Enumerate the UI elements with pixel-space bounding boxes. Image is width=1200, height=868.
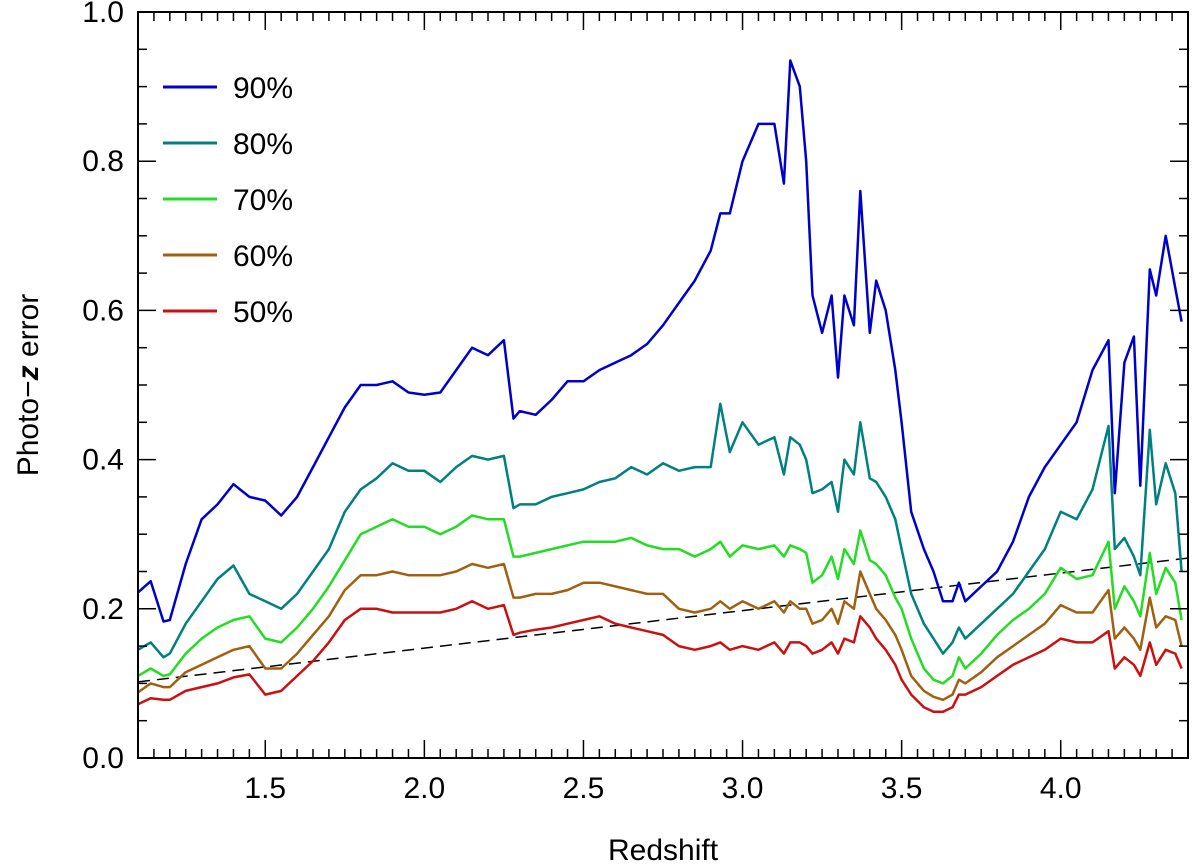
y-axis-title-part: Photo− xyxy=(12,380,45,476)
series-line-80pct xyxy=(138,402,1183,659)
x-tick-label: 2.0 xyxy=(404,772,446,805)
series-line-90pct xyxy=(138,59,1183,623)
y-axis-title-part: error xyxy=(12,294,45,366)
legend-label-80pct: 80% xyxy=(233,128,293,161)
series-line-50pct xyxy=(138,600,1183,713)
y-tick-label: 1.0 xyxy=(82,0,124,29)
legend: 90% 80% 70% 60% 50% xyxy=(163,72,293,329)
series-line-60pct xyxy=(138,562,1183,702)
x-axis-title: Redshift xyxy=(608,834,719,867)
y-tick-label: 0.4 xyxy=(82,444,124,477)
y-tick-label: 0.6 xyxy=(82,294,124,327)
series-line-70pct xyxy=(138,514,1183,685)
x-tick-label: 2.5 xyxy=(563,772,605,805)
y-tick-label: 0.2 xyxy=(82,593,124,626)
legend-label-90pct: 90% xyxy=(233,72,293,105)
legend-label-60pct: 60% xyxy=(233,240,293,273)
legend-label-50pct: 50% xyxy=(233,296,293,329)
legend-label-70pct: 70% xyxy=(233,184,293,217)
x-tick-label: 3.0 xyxy=(722,772,764,805)
data-layer xyxy=(138,59,1188,713)
tick-layer: 1.5 2.0 2.5 3.0 3.5 4.0 0.0 0.2 0.4 0.6 0.8 1.0 xyxy=(82,0,1189,805)
x-tick-label: 3.5 xyxy=(881,772,923,805)
y-axis-title: Photo−z error xyxy=(12,294,45,477)
y-tick-label: 0.0 xyxy=(82,742,124,775)
y-tick-label: 0.8 xyxy=(82,145,124,178)
x-tick-label: 1.5 xyxy=(244,772,286,805)
x-tick-label: 4.0 xyxy=(1040,772,1082,805)
y-axis-title-italic-z: z xyxy=(12,365,45,381)
